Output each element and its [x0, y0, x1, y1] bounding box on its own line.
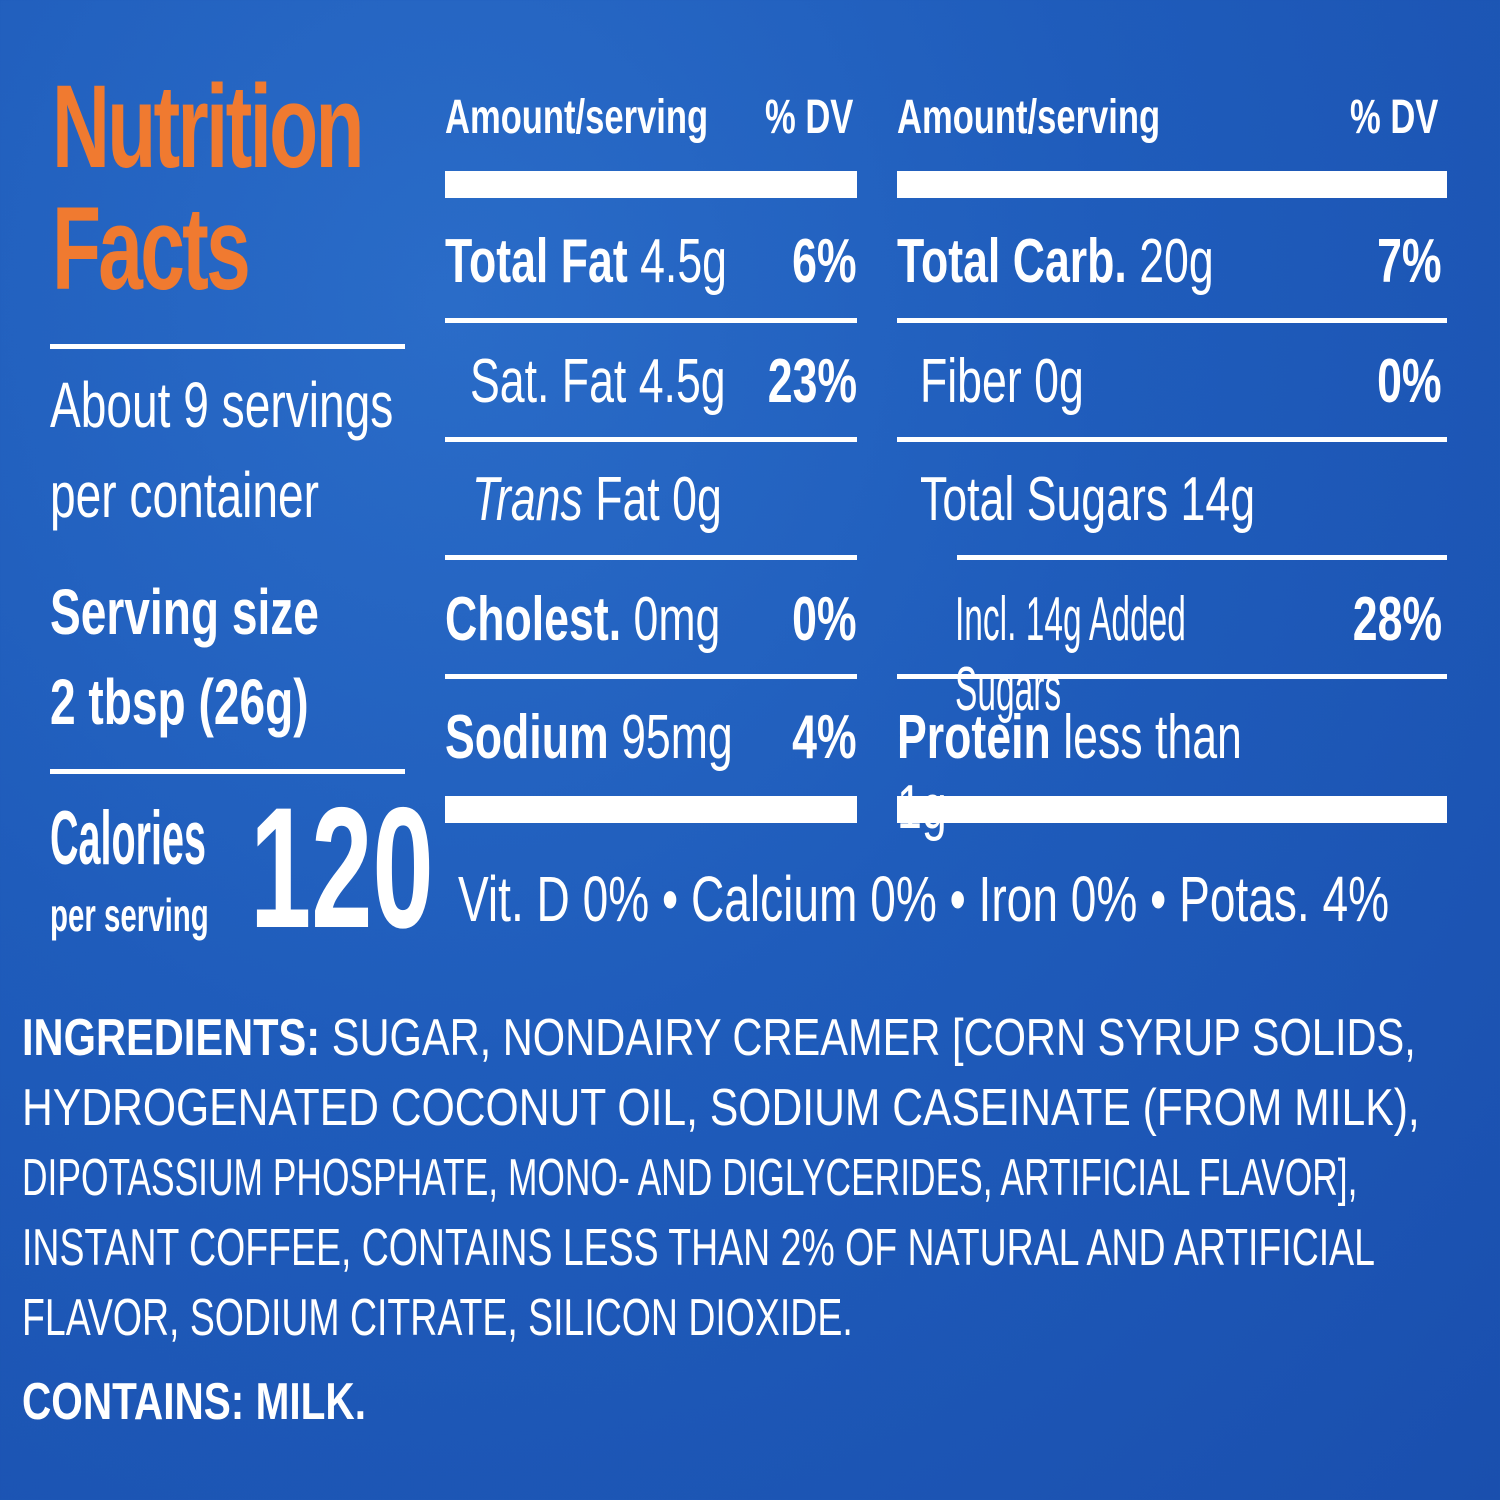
servings-line2: per container	[50, 459, 319, 531]
thick-bar	[445, 171, 857, 198]
servings-line1: About 9 servings	[50, 369, 394, 441]
divider	[897, 318, 1447, 323]
thick-bar	[897, 171, 1447, 198]
title-facts: Facts	[52, 183, 251, 315]
row-total-carb: Total Carb. 20g 7%	[897, 227, 1442, 296]
thick-bar	[445, 796, 857, 823]
divider	[957, 555, 1447, 560]
ingredients-line-5: FLAVOR, SODIUM CITRATE, SILICON DIOXIDE.	[22, 1289, 853, 1347]
divider	[50, 769, 405, 774]
dv-header-left: % DV	[765, 91, 854, 144]
dv-header-right: % DV	[1350, 91, 1439, 144]
ingredients-line-4: INSTANT COFFEE, CONTAINS LESS THAN 2% OF…	[22, 1219, 1375, 1277]
serving-size-label: Serving size	[50, 576, 319, 648]
ingredients-line-3: DIPOTASSIUM PHOSPHATE, MONO- AND DIGLYCE…	[22, 1149, 1358, 1207]
calories-label: Calories	[50, 796, 206, 881]
contains-allergens: CONTAINS: MILK.	[22, 1373, 366, 1431]
title-nutrition: Nutrition	[52, 61, 364, 193]
row-added-sugars: Incl. 14g Added Sugars 28%	[955, 585, 1442, 724]
divider	[445, 318, 857, 323]
row-trans-fat: Trans Fat 0g	[472, 465, 722, 534]
divider	[897, 674, 1447, 679]
row-total-sugars: Total Sugars 14g	[920, 465, 1256, 534]
amount-header-left: Amount/serving	[445, 91, 709, 144]
divider	[445, 674, 857, 679]
divider	[445, 555, 857, 560]
calories-value: 120	[250, 772, 434, 964]
row-cholesterol: Cholest. 0mg 0%	[445, 585, 857, 654]
calories-per-serving: per serving	[50, 889, 209, 941]
thick-bar	[897, 796, 1447, 823]
row-total-fat: Total Fat 4.5g 6%	[445, 227, 857, 296]
divider	[50, 344, 405, 349]
serving-size-value: 2 tbsp (26g)	[50, 666, 309, 738]
ingredients-line-1: INGREDIENTS: SUGAR, NONDAIRY CREAMER [CO…	[22, 1009, 1416, 1067]
row-sodium: Sodium 95mg 4%	[445, 703, 857, 772]
row-protein: Protein less than 1g	[897, 703, 1242, 842]
divider	[897, 437, 1447, 442]
vitamins-minerals: Vit. D 0% • Calcium 0% • Iron 0% • Potas…	[458, 863, 1390, 935]
row-fiber: Fiber 0g 0%	[920, 347, 1442, 416]
row-sat-fat: Sat. Fat 4.5g 23%	[470, 347, 857, 416]
amount-header-right: Amount/serving	[897, 91, 1161, 144]
ingredients-line-2: HYDROGENATED COCONUT OIL, SODIUM CASEINA…	[22, 1079, 1420, 1137]
divider	[445, 437, 857, 442]
